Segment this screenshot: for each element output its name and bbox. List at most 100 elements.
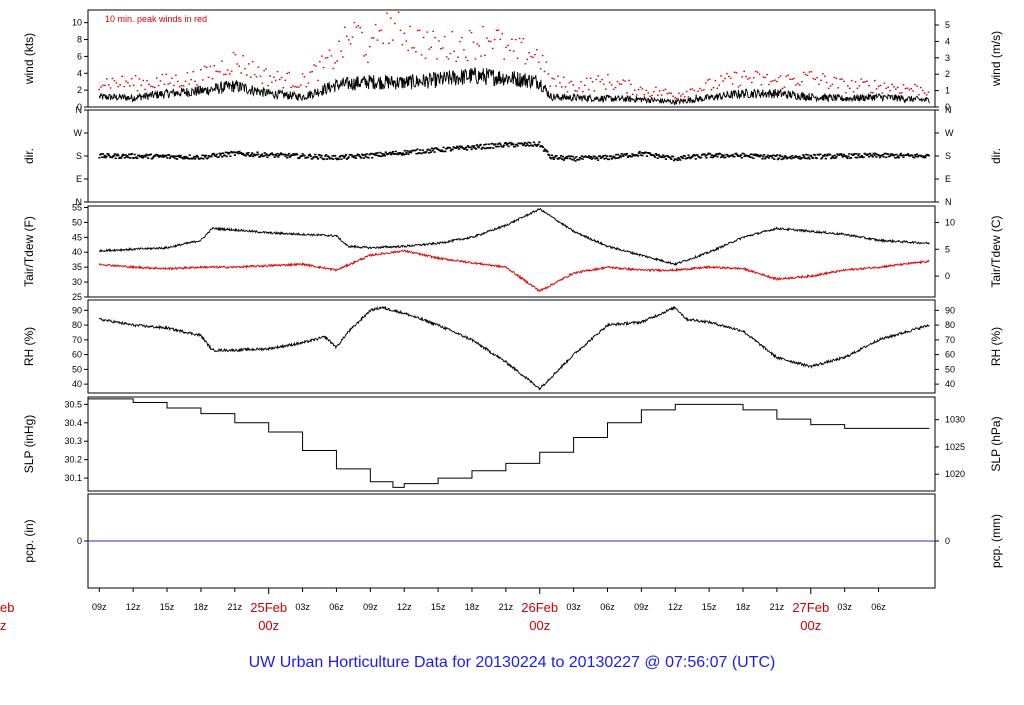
- data-point: [159, 80, 162, 82]
- data-point: [276, 70, 279, 73]
- data-point: [101, 153, 105, 155]
- data-point: [161, 73, 164, 76]
- data-point: [750, 156, 753, 159]
- data-point: [625, 152, 629, 155]
- data-point: [649, 95, 651, 98]
- data-point: [378, 30, 381, 32]
- data-point: [183, 155, 186, 158]
- data-point: [758, 155, 761, 158]
- data-point: [211, 78, 214, 80]
- x-tick-label: 06z: [871, 602, 886, 612]
- data-point: [582, 90, 584, 93]
- data-point: [298, 157, 301, 160]
- data-point: [140, 154, 143, 157]
- data-point: [473, 145, 476, 147]
- data-point: [462, 147, 465, 149]
- data-point: [841, 78, 843, 80]
- right-tick-label: 1030: [945, 415, 965, 425]
- data-point: [719, 152, 722, 155]
- footer-title: UW Urban Horticulture Data for 20130224 …: [249, 654, 776, 671]
- data-point: [223, 154, 227, 157]
- data-point: [906, 153, 910, 155]
- data-point: [186, 72, 189, 74]
- left-tick-label: 6: [77, 51, 82, 61]
- data-point: [499, 38, 502, 41]
- data-point: [739, 84, 742, 87]
- data-point: [897, 155, 900, 157]
- data-point: [453, 50, 456, 52]
- data-point: [144, 88, 146, 91]
- data-point: [789, 155, 792, 158]
- data-point: [717, 153, 720, 156]
- data-point: [762, 155, 765, 158]
- data-point: [524, 63, 527, 65]
- data-point: [486, 147, 489, 149]
- data-point: [160, 155, 163, 158]
- data-point: [588, 155, 591, 157]
- data-point: [359, 27, 361, 29]
- data-point: [872, 92, 874, 94]
- data-point: [455, 147, 458, 149]
- data-point: [265, 68, 267, 70]
- x-tick-label: 21z: [228, 602, 243, 612]
- data-point: [601, 156, 604, 158]
- data-point: [296, 153, 299, 156]
- data-point: [438, 149, 442, 152]
- data-point: [184, 157, 187, 160]
- data-point: [613, 156, 616, 158]
- data-point: [541, 54, 544, 57]
- data-point: [151, 157, 154, 159]
- wind-series-1: [98, 10, 930, 100]
- data-point: [710, 154, 713, 156]
- data-point: [241, 152, 245, 155]
- data-point: [110, 156, 114, 159]
- data-point: [709, 156, 713, 158]
- data-point: [919, 154, 922, 157]
- data-point: [687, 154, 690, 157]
- data-point: [218, 152, 221, 155]
- data-point: [602, 155, 605, 157]
- data-point: [451, 31, 454, 33]
- left-tick-label: 35: [72, 262, 82, 272]
- data-point: [710, 89, 713, 91]
- right-axis-label: wind (m/s): [989, 31, 1003, 87]
- data-point: [686, 157, 689, 159]
- data-point: [260, 154, 263, 157]
- data-point: [259, 75, 262, 77]
- data-point: [179, 154, 182, 157]
- data-point: [165, 73, 168, 76]
- data-point: [825, 155, 828, 157]
- data-point: [386, 12, 388, 14]
- data-point: [761, 158, 764, 160]
- data-point: [908, 88, 911, 91]
- data-point: [420, 54, 423, 56]
- data-point: [824, 75, 826, 77]
- data-point: [228, 73, 231, 75]
- data-point: [703, 153, 706, 156]
- data-point: [407, 153, 410, 155]
- data-point: [474, 58, 477, 60]
- data-point: [476, 43, 479, 45]
- data-point: [157, 154, 160, 157]
- data-point: [130, 78, 133, 80]
- data-point: [485, 143, 488, 146]
- data-point: [149, 153, 152, 156]
- data-point: [764, 157, 767, 160]
- right-tick-label: W: [945, 128, 954, 138]
- data-point: [439, 150, 442, 153]
- data-point: [339, 155, 342, 157]
- data-point: [430, 147, 433, 150]
- data-point: [772, 154, 775, 156]
- data-point: [896, 156, 899, 159]
- data-point: [263, 152, 266, 154]
- data-point: [881, 92, 884, 94]
- data-point: [815, 157, 818, 160]
- data-point: [124, 154, 127, 156]
- data-point: [414, 149, 417, 152]
- data-point: [537, 143, 540, 146]
- data-point: [484, 147, 487, 150]
- data-point: [125, 80, 127, 82]
- data-point: [284, 155, 287, 158]
- data-point: [726, 153, 729, 156]
- data-point: [570, 80, 573, 82]
